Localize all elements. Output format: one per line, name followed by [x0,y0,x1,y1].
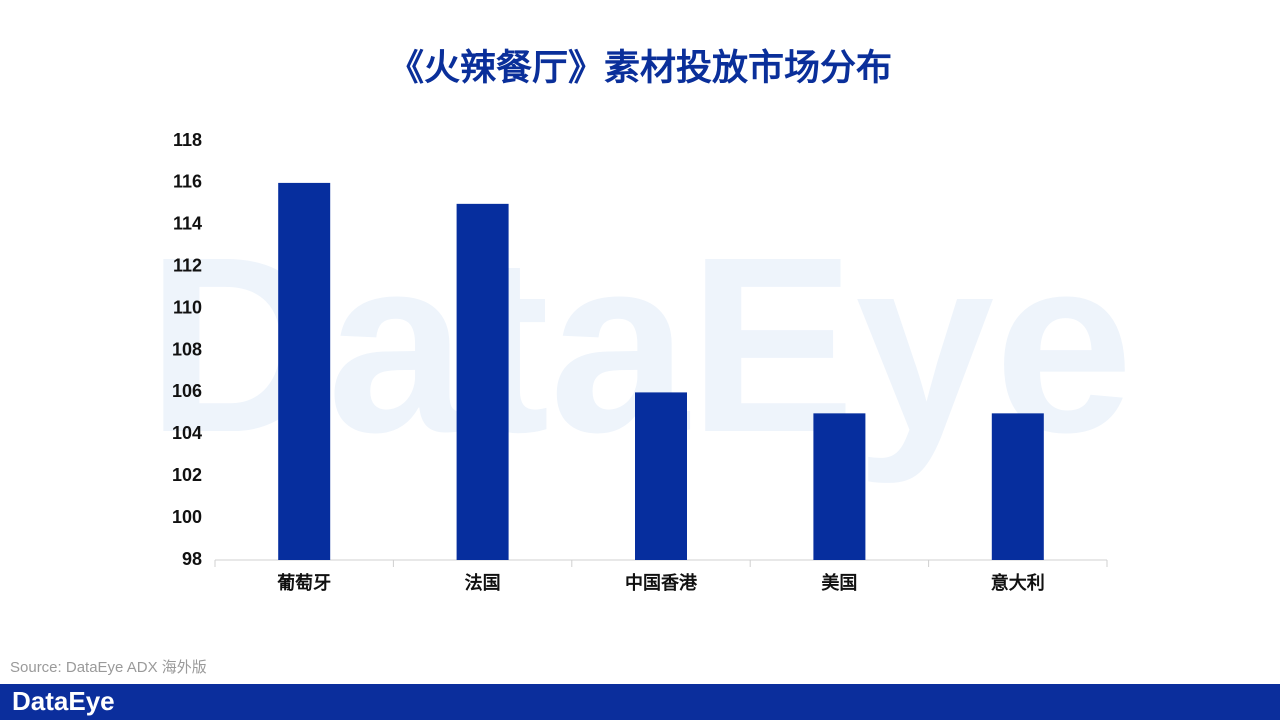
x-tick-label: 中国香港 [625,572,698,593]
y-tick-label: 100 [172,507,202,527]
y-tick-label: 112 [173,255,202,275]
bar [991,413,1044,560]
y-tick-label: 106 [172,381,202,401]
bar [278,182,331,560]
y-tick-label: 118 [173,130,202,150]
source-note: Source: DataEye ADX 海外版 [10,659,207,676]
brand-logo: DataEye [12,686,115,716]
y-tick-label: 104 [172,423,202,443]
bar [456,203,509,560]
y-tick-label: 110 [173,297,202,317]
y-tick-label: 98 [182,549,202,569]
x-tick-label: 法国 [465,572,501,593]
y-tick-label: 114 [173,214,202,234]
x-tick-label: 葡萄牙 [276,572,331,593]
x-tick-label: 美国 [821,572,857,593]
bar [635,392,687,560]
chart-title: 《火辣餐厅》素材投放市场分布 [388,47,892,88]
bar [813,413,866,560]
y-tick-label: 116 [173,172,202,192]
y-tick-label: 102 [172,465,202,485]
x-tick-label: 意大利 [991,572,1045,593]
footer-bar [0,684,1280,720]
y-tick-label: 108 [172,339,202,359]
